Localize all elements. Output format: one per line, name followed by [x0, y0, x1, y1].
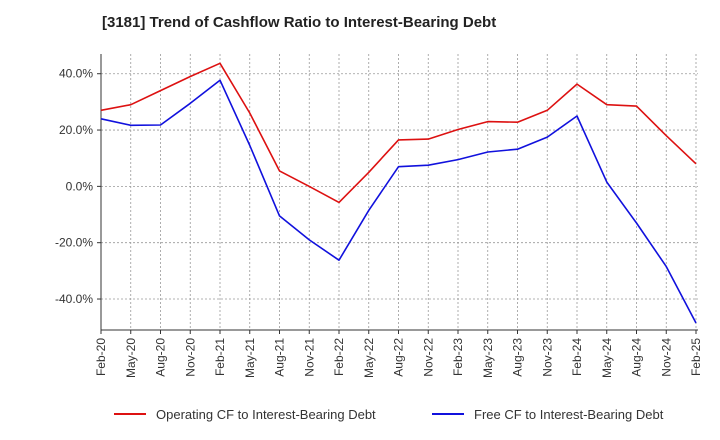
x-tick-label: May-20: [124, 338, 138, 378]
x-tick-label: Aug-20: [154, 338, 168, 377]
x-tick-label: Feb-24: [570, 338, 584, 376]
x-tick-label: May-22: [362, 338, 376, 378]
x-tick-label: Nov-23: [540, 338, 554, 377]
series-line-2: [100, 79, 697, 324]
x-tick-label: Nov-20: [183, 338, 197, 377]
x-tick-label: May-23: [481, 338, 495, 378]
x-tick-label: Feb-22: [332, 338, 346, 376]
y-tick-label: -20.0%: [55, 236, 93, 250]
x-tick-label: Feb-25: [689, 338, 703, 376]
x-tick-labels: Feb-20 May-20 Aug-20 Nov-20 Feb-21 May-21 Aug-…: [94, 330, 720, 378]
x-tick-label: Nov-22: [421, 338, 435, 377]
x-tick-label: Nov-24: [659, 338, 673, 377]
x-tick-label: Feb-20: [94, 338, 108, 376]
x-tick-label: May-25: [719, 338, 720, 378]
axes: [100, 54, 698, 331]
series-line-1: [100, 62, 697, 204]
x-tick-label: Aug-24: [630, 338, 644, 377]
legend-label-2: Free CF to Interest-Bearing Debt: [474, 407, 664, 422]
x-tick-label: Nov-21: [302, 338, 316, 377]
grid-lines: [101, 54, 698, 330]
series-lines: [100, 62, 697, 324]
legend-label-1: Operating CF to Interest-Bearing Debt: [156, 407, 376, 422]
x-tick-label: May-24: [600, 338, 614, 378]
y-tick-label: -40.0%: [55, 292, 93, 306]
y-tick-label: 0.0%: [66, 179, 94, 193]
plot-area: [101, 54, 698, 330]
y-tick-labels: 40.0% 20.0% 0.0% -20.0% -40.0%: [55, 67, 101, 306]
y-tick-label: 40.0%: [59, 67, 93, 81]
x-tick-label: Aug-23: [511, 338, 525, 377]
x-tick-label: Feb-21: [213, 338, 227, 376]
y-tick-label: 20.0%: [59, 123, 93, 137]
legend: Operating CF to Interest-Bearing Debt Fre…: [114, 407, 664, 422]
x-tick-label: May-21: [243, 338, 257, 378]
chart-title: [3181] Trend of Cashflow Ratio to Intere…: [102, 14, 497, 31]
x-tick-label: Feb-23: [451, 338, 465, 376]
x-tick-label: Aug-21: [273, 338, 287, 377]
x-tick-label: Aug-22: [392, 338, 406, 377]
